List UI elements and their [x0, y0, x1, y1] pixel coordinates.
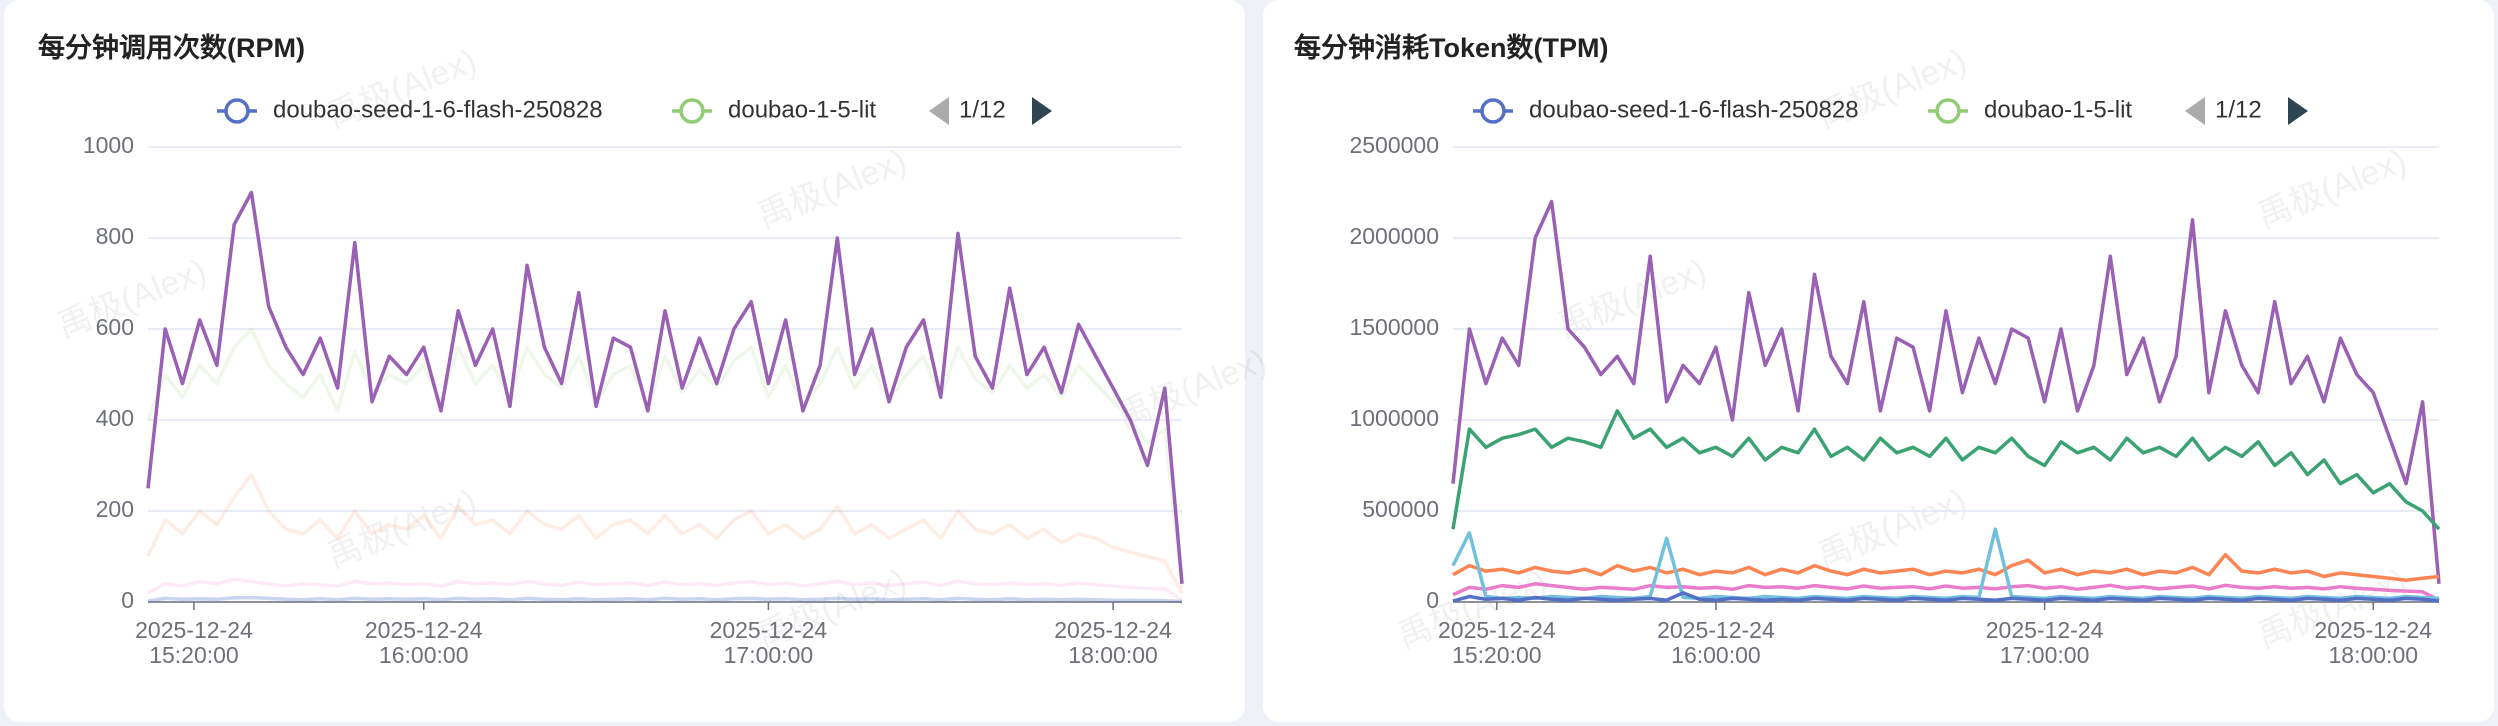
series-line [1451, 199, 2441, 584]
x-tick-label: 2025-12-24 17:00:00 [1985, 617, 2104, 668]
legend-page: 1/12 [959, 96, 1006, 123]
legend-icon [1935, 98, 1961, 124]
y-tick-label: 2500000 [1349, 132, 1439, 158]
series-line [1451, 527, 2440, 601]
y-tick-label: 600 [96, 314, 134, 340]
legend-prev[interactable] [2185, 97, 2205, 125]
series-line [146, 327, 1184, 589]
legend-label: doubao-seed-1-6-flash-250828 [1529, 96, 1859, 123]
legend-label: doubao-seed-1-6-flash-250828 [273, 96, 603, 123]
x-tick-label: 2025-12-24 16:00:00 [1657, 617, 1775, 668]
y-tick-label: 0 [121, 587, 134, 613]
series-line [1452, 582, 2440, 602]
legend-page: 1/12 [2215, 96, 2262, 123]
chart-title: 每分钟消耗Token数(TPM) [1294, 32, 1608, 63]
legend-label: doubao-1-5-lit [1984, 96, 2132, 123]
series-line [1451, 409, 2441, 531]
x-tick-label: 2025-12-24 16:00:00 [364, 617, 483, 668]
y-tick-label: 2000000 [1349, 223, 1439, 249]
y-tick-label: 800 [96, 223, 134, 249]
legend-icon [679, 98, 705, 124]
series-line [147, 577, 1183, 602]
x-tick-label: 2025-12-24 18:00:00 [2314, 617, 2433, 668]
y-tick-label: 1000 [83, 132, 134, 158]
series-line [147, 595, 1183, 604]
legend-label: doubao-1-5-lit [728, 96, 876, 123]
legend-prev[interactable] [929, 97, 949, 125]
y-tick-label: 200 [96, 496, 134, 522]
x-tick-label: 2025-12-24 15:20:00 [1437, 617, 1556, 668]
card [4, 0, 1245, 722]
series-line [1452, 552, 2440, 582]
series-line [146, 472, 1184, 594]
chart-title: 每分钟调用次数(RPM) [38, 32, 305, 63]
legend-icon [224, 98, 250, 124]
legend-next[interactable] [2288, 97, 2308, 125]
y-tick-label: 500000 [1362, 496, 1439, 522]
series-line [146, 190, 1184, 584]
y-tick-label: 1000000 [1349, 405, 1439, 431]
legend-icon [1480, 98, 1506, 124]
x-tick-label: 2025-12-24 18:00:00 [1054, 617, 1172, 668]
y-tick-label: 400 [96, 405, 134, 431]
series-line [1452, 591, 2440, 603]
card [1263, 0, 2494, 722]
y-tick-label: 0 [1426, 587, 1439, 613]
x-tick-label: 2025-12-24 15:20:00 [135, 617, 253, 668]
legend-next[interactable] [1032, 97, 1052, 125]
x-tick-label: 2025-12-24 17:00:00 [709, 617, 828, 668]
y-tick-label: 1500000 [1349, 314, 1439, 340]
